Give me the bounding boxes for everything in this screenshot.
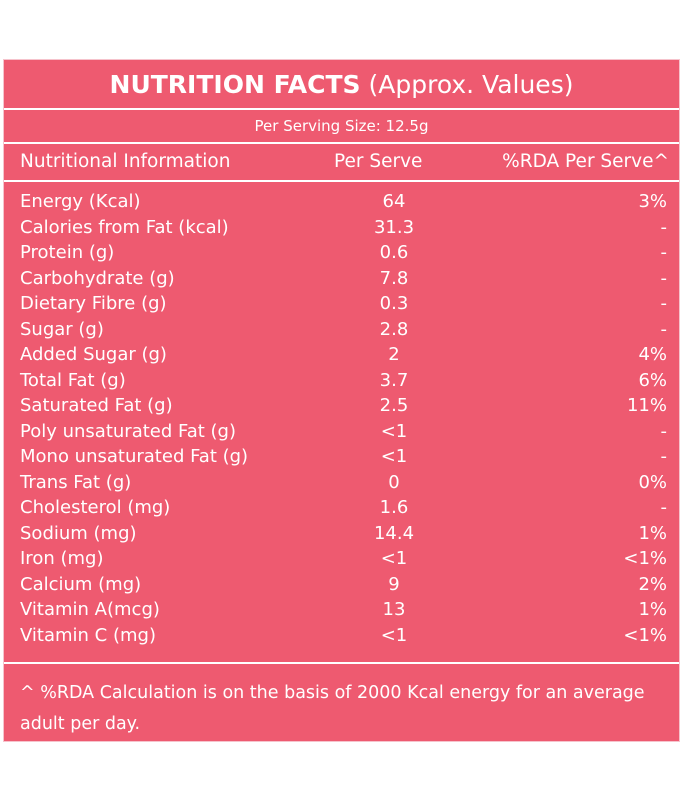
nutrient-rda: - (660, 497, 668, 518)
header-nutritional-information: Nutritional Information (20, 151, 231, 172)
nutrient-name: Protein (g) (20, 242, 115, 263)
nutrient-value: 31.3 (373, 216, 415, 238)
nutrient-name: Calories from Fat (kcal) (20, 216, 229, 238)
nutrient-rda: - (660, 318, 668, 340)
nutrient-rda: 1% (638, 599, 667, 620)
nutrient-name: Cholesterol (mg) (20, 497, 171, 518)
nutrient-value: 2.8 (379, 318, 409, 340)
nutrient-rda: - (660, 267, 668, 289)
nutrient-value: 2 (388, 344, 400, 365)
serving-size: Per Serving Size: 12.5g (254, 117, 429, 135)
nutrient-row: Cholesterol (mg) 1.6 - (4, 495, 679, 521)
nutrient-row: Vitamin A(mcg) 13 1% (4, 597, 679, 623)
nutrient-name: Calcium (mg) (20, 573, 142, 595)
nutrient-rda: - (660, 293, 668, 314)
nutrient-name: Sugar (g) (20, 318, 104, 340)
nutrient-table: Energy (Kcal) 64 3% Calories from Fat (kca… (4, 189, 679, 648)
nutrient-value: 13 (382, 599, 406, 620)
nutrient-value: 14.4 (373, 522, 415, 544)
nutrient-rda: 2% (638, 573, 667, 595)
nutrient-value: 7.8 (379, 267, 409, 289)
divider-under-serving (4, 142, 679, 144)
nutrition-title-normal: (Approx. Values) (368, 70, 574, 99)
nutrition-facts-panel: NUTRITION FACTS (Approx. Values) Per Ser… (3, 59, 680, 742)
nutrient-value: 64 (382, 191, 406, 212)
nutrient-row: Calcium (mg) 9 2% (4, 572, 679, 598)
nutrient-value: <1 (380, 548, 408, 569)
nutrient-name: Energy (Kcal) (20, 191, 141, 212)
divider-under-title (4, 108, 679, 110)
rda-footnote: ^ %RDA Calculation is on the basis of 20… (20, 683, 645, 734)
nutrient-value: <1 (380, 624, 408, 646)
nutrient-value: 0 (388, 471, 400, 493)
nutrient-rda: - (660, 216, 668, 238)
nutrient-value: 3.7 (379, 369, 409, 391)
nutrient-row: Protein (g) 0.6 - (4, 240, 679, 266)
nutrient-name: Trans Fat (g) (20, 471, 132, 493)
divider-under-headers (4, 180, 679, 182)
nutrition-title: NUTRITION FACTS (Approx. Values) (4, 68, 679, 102)
nutrient-rda: 4% (638, 344, 667, 365)
nutrition-title-bold: NUTRITION FACTS (109, 70, 361, 99)
nutrient-name: Total Fat (g) (20, 369, 126, 391)
nutrient-rda: 0% (638, 471, 667, 493)
divider-above-footnote (4, 662, 679, 664)
nutrient-name: Iron (mg) (20, 548, 104, 569)
nutrient-value: 9 (388, 573, 400, 595)
nutrient-name: Saturated Fat (g) (20, 395, 173, 416)
nutrient-rda: 3% (638, 191, 667, 212)
nutrient-row: Iron (mg) <1 <1% (4, 546, 679, 572)
nutrient-row: Sugar (g) 2.8 - (4, 317, 679, 343)
nutrient-rda: - (660, 446, 668, 467)
nutrient-row: Calories from Fat (kcal) 31.3 - (4, 215, 679, 241)
nutrient-name: Added Sugar (g) (20, 344, 167, 365)
nutrient-value: 0.3 (379, 293, 409, 314)
nutrient-name: Dietary Fibre (g) (20, 293, 167, 314)
nutrient-row: Trans Fat (g) 0 0% (4, 470, 679, 496)
nutrient-rda: 11% (626, 395, 667, 416)
nutrient-rda: - (660, 242, 668, 263)
nutrient-row: Sodium (mg) 14.4 1% (4, 521, 679, 547)
nutrient-row: Dietary Fibre (g) 0.3 - (4, 291, 679, 317)
nutrient-name: Mono unsaturated Fat (g) (20, 446, 249, 467)
header-rda-per-serve: %RDA Per Serve^ (502, 151, 669, 172)
nutrient-rda: 6% (638, 369, 667, 391)
nutrient-value: 1.6 (379, 497, 409, 518)
nutrient-rda: - (660, 420, 668, 442)
nutrient-row: Saturated Fat (g) 2.5 11% (4, 393, 679, 419)
header-per-serve: Per Serve (334, 151, 423, 172)
nutrient-rda: <1% (623, 624, 667, 646)
nutrient-name: Vitamin A(mcg) (20, 599, 160, 620)
nutrient-row: Carbohydrate (g) 7.8 - (4, 266, 679, 292)
nutrient-row: Poly unsaturated Fat (g) <1 - (4, 419, 679, 445)
nutrient-row: Total Fat (g) 3.7 6% (4, 368, 679, 394)
nutrient-name: Sodium (mg) (20, 522, 137, 544)
nutrient-name: Carbohydrate (g) (20, 267, 175, 289)
nutrient-value: 2.5 (379, 395, 409, 416)
nutrient-value: 0.6 (379, 242, 409, 263)
nutrient-name: Vitamin C (mg) (20, 624, 156, 646)
nutrient-rda: <1% (623, 548, 667, 569)
nutrient-name: Poly unsaturated Fat (g) (20, 420, 236, 442)
nutrient-row: Mono unsaturated Fat (g) <1 - (4, 444, 679, 470)
nutrient-row: Vitamin C (mg) <1 <1% (4, 623, 679, 649)
nutrient-value: <1 (380, 446, 408, 467)
nutrient-row: Added Sugar (g) 2 4% (4, 342, 679, 368)
nutrient-value: <1 (380, 420, 408, 442)
nutrient-rda: 1% (638, 522, 667, 544)
nutrient-row: Energy (Kcal) 64 3% (4, 189, 679, 215)
